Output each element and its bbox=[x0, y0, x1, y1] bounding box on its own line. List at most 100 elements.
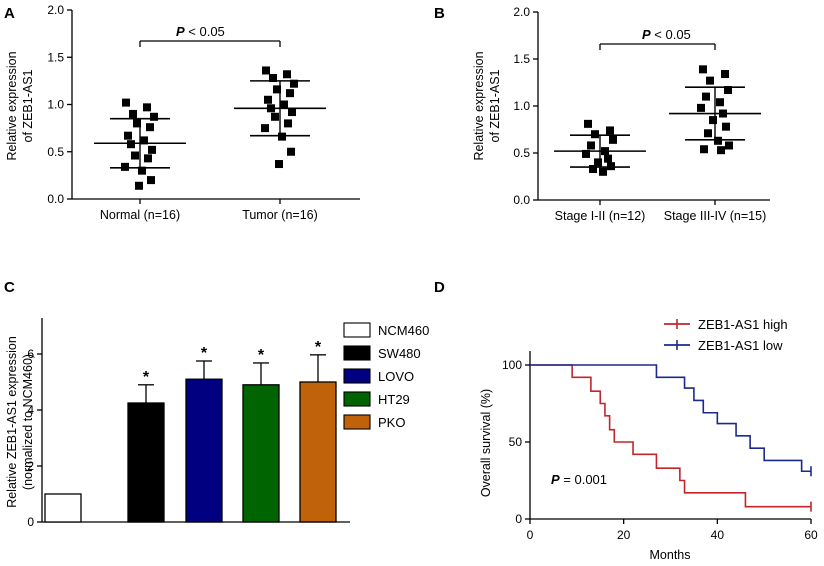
x-category-label: Normal (n=16) bbox=[100, 208, 180, 222]
data-point bbox=[288, 108, 296, 117]
data-point bbox=[609, 135, 617, 144]
legend-swatch bbox=[343, 345, 371, 361]
data-point bbox=[604, 154, 612, 163]
data-point bbox=[721, 70, 729, 79]
y-axis-title-c-line1: Relative ZEB1-AS1 expression bbox=[5, 336, 19, 508]
legend-label: PKO bbox=[378, 415, 405, 430]
data-point bbox=[286, 89, 294, 98]
data-point bbox=[280, 100, 288, 109]
data-point bbox=[127, 140, 135, 149]
data-point bbox=[722, 122, 730, 131]
y-tick-label: 2.0 bbox=[47, 3, 64, 17]
y-tick-label: 1.5 bbox=[513, 52, 530, 66]
data-point bbox=[709, 116, 717, 125]
data-point bbox=[275, 160, 283, 169]
x-axis-title-d: Months bbox=[650, 548, 691, 562]
data-point bbox=[124, 131, 132, 140]
data-point bbox=[140, 136, 148, 145]
panel-c: C Relative ZEB1-AS1 expression (normaliz… bbox=[4, 279, 429, 529]
data-point bbox=[606, 126, 614, 135]
data-point bbox=[122, 98, 130, 107]
data-point bbox=[699, 65, 707, 74]
panel-letter-b: B bbox=[434, 5, 445, 22]
y-axis-title-c-line2: (normalized to NCM460) bbox=[21, 354, 35, 490]
y-tick-label: 4 bbox=[27, 403, 34, 417]
data-point bbox=[150, 112, 158, 121]
legend-label: HT29 bbox=[378, 392, 410, 407]
x-tick-label: 20 bbox=[617, 528, 631, 542]
bar bbox=[44, 493, 82, 523]
data-point bbox=[147, 176, 155, 185]
data-point bbox=[582, 149, 590, 158]
data-point bbox=[591, 130, 599, 139]
x-tick-label: 60 bbox=[804, 528, 818, 542]
panel-letter-c: C bbox=[4, 279, 15, 296]
data-point bbox=[725, 141, 733, 150]
significance-star: * bbox=[258, 347, 265, 364]
significance-star: * bbox=[201, 345, 208, 362]
data-point bbox=[278, 132, 286, 141]
data-point bbox=[717, 146, 725, 155]
data-point bbox=[589, 164, 597, 173]
y-tick-label: 0.5 bbox=[513, 146, 530, 160]
data-point bbox=[269, 74, 277, 83]
y-tick-label: 0 bbox=[515, 512, 522, 526]
p-value-annotation: P < 0.05 bbox=[176, 24, 225, 39]
data-point bbox=[704, 129, 712, 138]
panel-letter-a: A bbox=[4, 5, 15, 22]
x-category-label: Stage I-II (n=12) bbox=[555, 209, 646, 223]
x-tick-label: 0 bbox=[527, 528, 534, 542]
data-point bbox=[121, 162, 129, 171]
data-point bbox=[144, 154, 152, 163]
legend-swatch bbox=[343, 391, 371, 407]
legend-label: ZEB1-AS1 high bbox=[698, 317, 788, 332]
y-axis-title-b-line2: of ZEB1-AS1 bbox=[488, 69, 502, 142]
legend-label: ZEB1-AS1 low bbox=[698, 338, 783, 353]
data-point bbox=[702, 92, 710, 101]
y-axis-title-d: Overall survival (%) bbox=[479, 389, 493, 497]
legend-label: LOVO bbox=[378, 369, 414, 384]
significance-star: * bbox=[315, 339, 322, 356]
p-value-annotation: P < 0.05 bbox=[642, 27, 691, 42]
data-point bbox=[273, 85, 281, 94]
data-point bbox=[146, 123, 154, 132]
y-tick-label: 0.0 bbox=[47, 192, 64, 206]
data-point bbox=[724, 86, 732, 95]
y-axis-title-a-line1: Relative expression bbox=[5, 51, 19, 160]
data-point bbox=[599, 167, 607, 176]
data-point bbox=[148, 145, 156, 154]
data-point bbox=[271, 112, 279, 121]
bar bbox=[242, 384, 280, 523]
data-point bbox=[714, 136, 722, 145]
panel-letter-d: D bbox=[434, 279, 445, 296]
legend-label: NCM460 bbox=[378, 323, 429, 338]
data-point bbox=[706, 76, 714, 85]
panel-a: A Relative expression of ZEB1-AS1 0.0 0.5… bbox=[4, 3, 360, 222]
data-point bbox=[587, 141, 595, 150]
x-category-label: Stage III-IV (n=15) bbox=[664, 209, 766, 223]
p-value-annotation: P = 0.001 bbox=[551, 472, 607, 487]
legend-swatch bbox=[343, 414, 371, 430]
data-point bbox=[264, 95, 272, 104]
y-axis-title-b-line1: Relative expression bbox=[472, 51, 486, 160]
y-tick-label: 6 bbox=[27, 347, 34, 361]
x-tick-label: 40 bbox=[711, 528, 725, 542]
data-point bbox=[287, 147, 295, 156]
y-tick-label: 1.5 bbox=[47, 50, 64, 64]
data-point bbox=[138, 166, 146, 175]
data-point bbox=[143, 103, 151, 112]
y-tick-label: 0.0 bbox=[513, 193, 530, 207]
y-tick-label: 50 bbox=[509, 435, 523, 449]
data-point bbox=[262, 66, 270, 75]
survival-curve bbox=[530, 364, 811, 473]
y-tick-label: 1.0 bbox=[47, 98, 64, 112]
data-point bbox=[716, 98, 724, 107]
x-category-label: Tumor (n=16) bbox=[242, 208, 318, 222]
data-point bbox=[594, 158, 602, 167]
bar bbox=[185, 378, 223, 523]
y-tick-label: 100 bbox=[502, 358, 522, 372]
data-point bbox=[131, 151, 139, 160]
significance-star: * bbox=[143, 369, 150, 386]
y-tick-label: 0 bbox=[27, 515, 34, 529]
